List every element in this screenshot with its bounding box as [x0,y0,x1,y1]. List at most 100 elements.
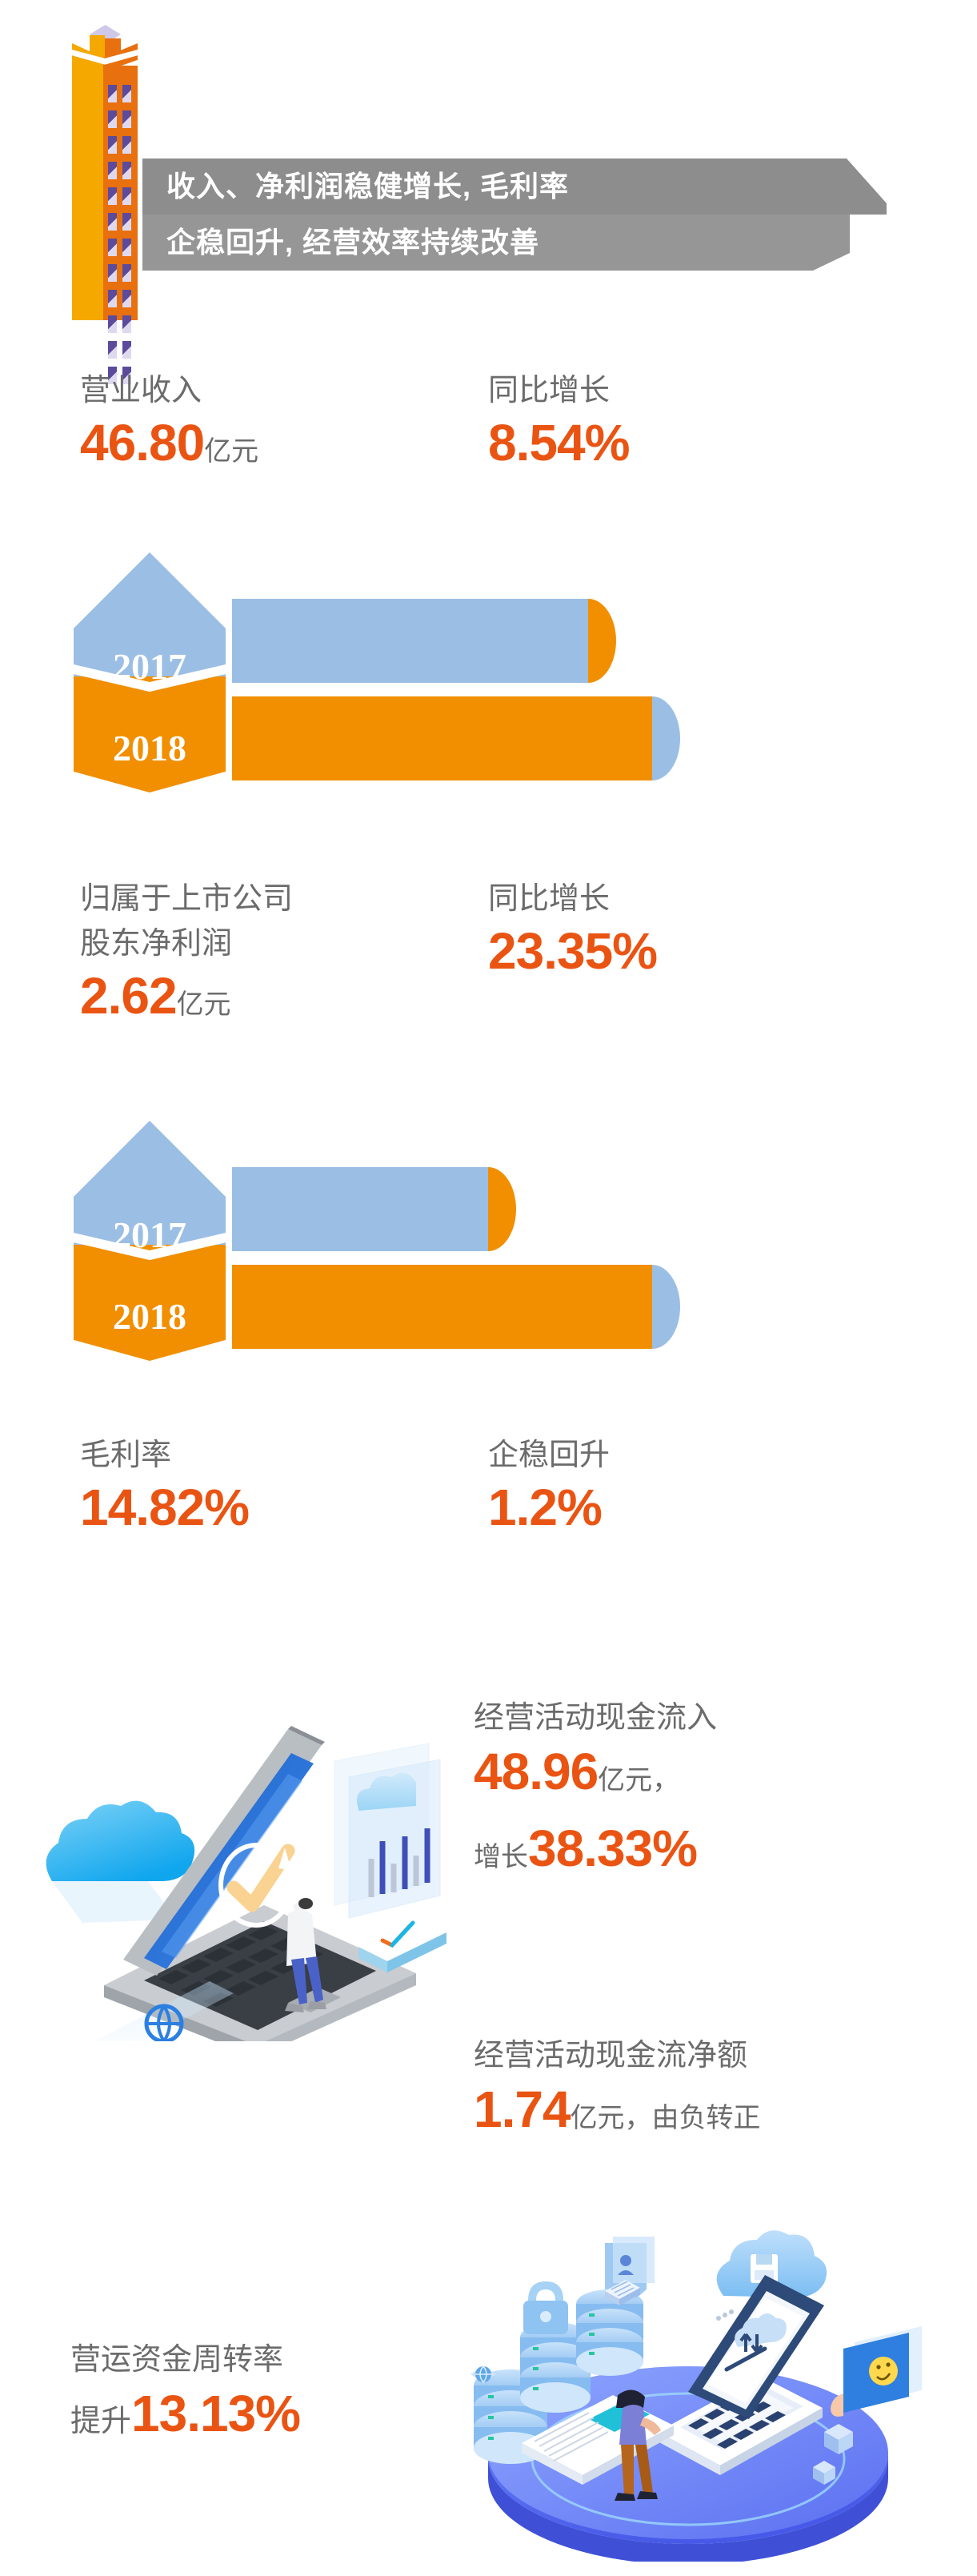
tower-window [108,341,117,359]
stat-number-revenue-growth: 8.54% [488,414,630,471]
chart-bar-2017-body [232,599,588,683]
cashflow-growth-value: 38.33% [528,1820,698,1877]
stat-block-revenue: 营业收入 46.80亿元 同比增长 8.54% [80,368,896,512]
stat-value-revenue-growth: 8.54% [488,413,630,487]
cashflow-net-unit: 亿元，由负转正 [570,2103,761,2133]
stat-gross-margin: 毛利率 14.82% [80,1433,250,1551]
working-capital-value-row: 提升13.13% [70,2382,301,2459]
stat-label-net-profit-line-2: 股东净利润 [80,927,233,961]
tower-window-column [122,66,131,384]
stat-value-revenue: 46.80亿元 [80,413,258,487]
stat-unit-net-profit: 亿元 [176,989,231,1020]
cashflow-net-label: 经营活动现金流净额 [474,2039,748,2072]
check-circle-icon [218,1843,295,1928]
tower-window [108,85,117,102]
cashflow-inflow-block: 经营活动现金流入 48.96亿元， 增长38.33% [474,1695,717,1894]
chart-bar-2017-body [232,1167,488,1251]
stat-label-gross-margin: 毛利率 [80,1438,172,1472]
cashflow-net-value-row: 1.74亿元，由负转正 [474,2078,761,2155]
chat-card-icon [831,2326,922,2417]
cashflow-growth-prefix: 增长 [474,1842,528,1872]
tower-window [108,315,117,333]
checklist-pad [358,1918,446,1972]
office-tower-icon [72,16,138,384]
chart-bar-2018 [232,1265,680,1349]
cashflow-growth-row: 增长38.33% [474,1817,717,1894]
glass-panel-globe [94,1981,234,2041]
stat-unit-revenue: 亿元 [204,436,259,467]
tower-window [122,290,131,307]
stat-value-gross-margin-change: 1.2% [488,1478,610,1551]
cloud-icon [46,1800,195,1923]
tower-window [122,213,131,231]
tower-window [108,239,117,256]
chart-bar-2017 [232,1167,520,1251]
banner-title-line-1: 收入、净利润稳健增长, 毛利率 [166,170,570,203]
tower-window [122,264,131,282]
chart-net-profit: 2017 2018 [74,1121,714,1361]
glass-chart-panel [334,1743,441,1919]
chart-bar-2018 [232,696,680,780]
cashflow-inflow-value-row: 48.96亿元， [474,1740,717,1817]
hex-2018 [74,676,226,792]
stat-gross-margin-change: 企稳回升 1.2% [488,1433,610,1551]
tower-window [108,367,117,384]
tower-window-column [108,66,117,384]
tower-window [122,239,131,256]
working-capital-label: 营运资金周转率 [70,2343,284,2377]
banner-band-top [142,158,887,215]
working-capital-value: 13.13% [131,2385,301,2442]
working-capital-block: 营运资金周转率 提升13.13% [70,2337,301,2459]
stat-block-gross-margin: 毛利率 14.82% 企稳回升 1.2% [80,1433,896,1577]
cashflow-inflow-value: 48.96 [474,1743,599,1800]
stat-value-gross-margin: 14.82% [80,1478,250,1551]
server-stack-icon [474,2289,643,2464]
tower-window [122,367,131,384]
stat-label-revenue: 营业收入 [80,374,202,407]
stat-number-net-profit-growth: 23.35% [488,922,658,980]
tower-window [108,162,117,179]
stat-net-profit-growth: 同比增长 23.35% [488,877,658,995]
chart-year-2017: 2017 [113,646,186,687]
person-figure [285,1898,326,2012]
stat-label-net-profit-line-1: 归属于上市公司 [80,882,294,916]
chart-bar-2018-body [232,1265,652,1349]
stat-label-revenue-growth: 同比增长 [488,374,611,407]
tower-window [108,110,117,128]
header-section: 收入、净利润稳健增长, 毛利率 企稳回升, 经营效率持续改善 [0,0,977,384]
tower-face-right [103,66,138,384]
tower-window [122,162,131,179]
stat-number-gross-margin-change: 1.2% [488,1479,603,1536]
tower-window [108,264,117,282]
banner: 收入、净利润稳健增长, 毛利率 企稳回升, 经营效率持续改善 [142,158,887,271]
stat-number-net-profit: 2.62 [80,967,178,1025]
hex-2018 [74,1245,226,1361]
laptop [104,1726,416,2041]
tower-window [108,187,117,205]
tower-window [122,315,131,333]
tower-window [108,213,117,231]
tower-window [108,136,117,154]
cashflow-inflow-unit: 亿元， [598,1765,680,1796]
working-capital-prefix: 提升 [70,2405,132,2438]
lock-icon [523,2281,568,2334]
stat-block-net-profit: 归属于上市公司 股东净利润 2.62亿元 同比增长 23.35% [80,877,896,1061]
globe-icon [470,2365,496,2383]
stat-revenue: 营业收入 46.80亿元 [80,368,258,487]
isometric-laptop-illustration [46,1726,446,2041]
tower-window [122,187,131,205]
banner-band-bottom [142,215,850,271]
chart-year-2018: 2018 [113,1296,186,1337]
stat-value-net-profit: 2.62亿元 [80,966,293,1040]
chart-revenue: 2017 2018 [74,552,714,792]
stat-number-gross-margin: 14.82% [80,1479,250,1536]
stat-number-revenue: 46.80 [80,414,205,471]
stat-label-net-profit-growth: 同比增长 [488,882,611,916]
laptop-icon [658,2275,824,2475]
cloud-save-icon [716,2230,827,2297]
tower-window [122,341,131,359]
cashflow-net-block: 经营活动现金流净额 1.74亿元，由负转正 [474,2033,761,2155]
chart-year-2018: 2018 [113,728,186,768]
isometric-cloud-storage-illustration [470,2230,922,2562]
person-figure [615,2389,661,2501]
